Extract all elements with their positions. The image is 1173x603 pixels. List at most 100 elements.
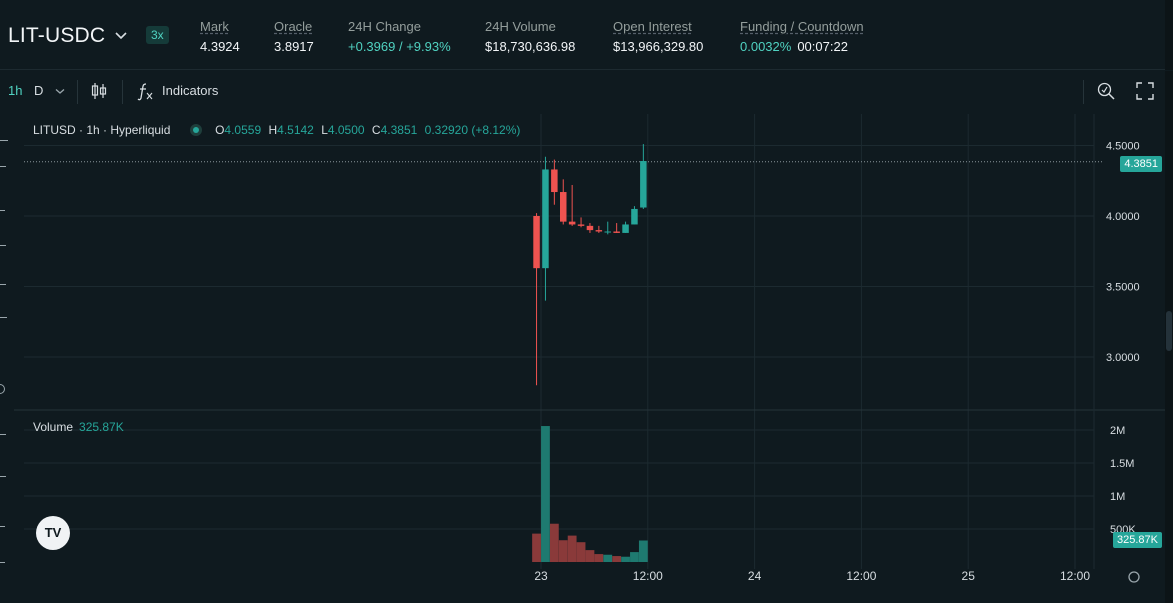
fullscreen-icon[interactable] bbox=[1135, 81, 1155, 101]
funding-rate: 0.0032% bbox=[740, 39, 792, 54]
trendline-tool-icon[interactable] bbox=[0, 166, 6, 167]
time-tick-label: 23 bbox=[534, 569, 548, 583]
candlestick-chart[interactable]: 4.5000 4.0000 3.5000 3.0000 23 12:00 24 12:00 25… bbox=[14, 114, 1165, 603]
close-label: C bbox=[371, 123, 381, 137]
funding-countdown: 00:07:22 bbox=[797, 39, 848, 54]
toolbar-divider bbox=[77, 80, 78, 104]
open-value: 4.0559 bbox=[224, 123, 262, 137]
volume-bar bbox=[558, 540, 568, 562]
stat-mark: Mark 4.3924 bbox=[200, 19, 240, 54]
symbol-label: LITUSD · 1h · Hyperliquid bbox=[33, 123, 171, 137]
volume-bar bbox=[638, 540, 648, 562]
stat-24h-change: 24H Change +0.3969 / +9.93% bbox=[348, 19, 451, 54]
pattern-tool-icon[interactable] bbox=[0, 245, 6, 246]
candle-down bbox=[551, 169, 558, 193]
candle-down bbox=[613, 231, 620, 233]
stat-open-interest: Open Interest $13,966,329.80 bbox=[613, 19, 703, 54]
candle-down bbox=[595, 230, 603, 232]
time-tick-label: 12:00 bbox=[633, 569, 663, 583]
market-status-icon bbox=[189, 124, 202, 136]
volume-tick-label: 1.5M bbox=[1110, 458, 1134, 470]
low-label: L bbox=[321, 123, 328, 137]
stat-value: 3.8917 bbox=[274, 39, 314, 54]
volume-tick-label: 2M bbox=[1110, 425, 1125, 437]
candle-down bbox=[577, 224, 585, 226]
trash-tool-icon[interactable] bbox=[0, 562, 5, 563]
candle-up bbox=[604, 231, 611, 233]
open-label: O bbox=[215, 123, 225, 137]
chevron-down-icon[interactable] bbox=[114, 28, 128, 42]
crosshair-tool-icon[interactable] bbox=[0, 140, 8, 141]
brush-tool-icon[interactable] bbox=[0, 317, 7, 318]
stat-value: $18,730,636.98 bbox=[485, 39, 576, 54]
volume-value: 325.87K bbox=[79, 420, 124, 434]
indicators-button[interactable]: Indicators bbox=[162, 83, 219, 98]
stat-value: 0.0032% 00:07:22 bbox=[740, 39, 864, 54]
fib-tool-icon[interactable] bbox=[0, 210, 5, 211]
volume-legend: Volume 325.87K bbox=[33, 420, 124, 434]
stat-label: 24H Change bbox=[348, 19, 421, 34]
toolbar-divider bbox=[1083, 80, 1084, 104]
candle-down bbox=[568, 221, 576, 225]
pair-selector[interactable]: LIT-USDC bbox=[8, 24, 106, 47]
stat-value: +0.3969 / +9.93% bbox=[348, 39, 451, 54]
lock-tool-icon[interactable] bbox=[0, 526, 5, 527]
tradingview-logo[interactable]: TV bbox=[36, 516, 70, 550]
candle-up bbox=[622, 224, 629, 233]
chart-pane[interactable]: 4.5000 4.0000 3.5000 3.0000 23 12:00 24 12:00 25… bbox=[14, 114, 1165, 603]
close-value: 4.3851 bbox=[380, 123, 418, 137]
toolbar-divider bbox=[122, 80, 123, 104]
volume-bar bbox=[612, 556, 622, 562]
candle-up bbox=[631, 208, 638, 225]
symbol-legend: LITUSD · 1h · Hyperliquid O4.0559 H4.514… bbox=[33, 123, 524, 137]
volume-bar bbox=[541, 426, 550, 562]
stat-label: Open Interest bbox=[613, 19, 692, 34]
time-tick-label: 12:00 bbox=[1060, 569, 1090, 583]
function-icon[interactable] bbox=[135, 81, 155, 101]
high-value: 4.5142 bbox=[277, 123, 314, 137]
volume-bar bbox=[549, 523, 559, 562]
candle-down bbox=[533, 216, 540, 269]
volume-bar bbox=[603, 554, 613, 562]
settings-gear-icon[interactable] bbox=[1128, 571, 1140, 583]
leverage-badge[interactable]: 3x bbox=[146, 26, 169, 44]
stat-funding: Funding / Countdown 0.0032% 00:07:22 bbox=[740, 19, 864, 54]
volume-bar bbox=[594, 554, 604, 562]
last-volume-tag: 325.87K bbox=[1113, 532, 1162, 548]
volume-bar bbox=[621, 556, 630, 562]
volume-bar bbox=[630, 552, 639, 562]
candle-up bbox=[640, 161, 647, 208]
price-tick-label: 4.5000 bbox=[1106, 141, 1140, 153]
chevron-down-icon[interactable] bbox=[52, 83, 68, 99]
drawing-toolbar bbox=[0, 114, 14, 603]
volume-bar bbox=[576, 542, 586, 562]
time-tick-label: 24 bbox=[748, 569, 762, 583]
volume-bar bbox=[532, 533, 541, 562]
candles-icon[interactable] bbox=[89, 81, 109, 101]
measure-tool-icon[interactable] bbox=[0, 434, 6, 435]
interval-d[interactable]: D bbox=[34, 83, 44, 98]
volume-tick-label: 1M bbox=[1110, 491, 1125, 503]
header-scrollbar[interactable] bbox=[1165, 0, 1173, 70]
zoom-icon[interactable] bbox=[1096, 81, 1116, 101]
price-tick-label: 3.5000 bbox=[1106, 282, 1140, 294]
interval-1h[interactable]: 1h bbox=[8, 83, 23, 98]
candle-down bbox=[586, 225, 594, 231]
stat-value: $13,966,329.80 bbox=[613, 39, 704, 54]
text-tool-icon[interactable] bbox=[0, 384, 5, 394]
right-scrollbar[interactable] bbox=[1165, 71, 1173, 603]
chart-toolbar: 1h D Indicators bbox=[0, 71, 1173, 113]
stat-label: Oracle bbox=[274, 19, 313, 34]
time-tick-label: 25 bbox=[962, 569, 976, 583]
stat-24h-volume: 24H Volume $18,730,636.98 bbox=[485, 19, 575, 54]
stat-label: Funding / Countdown bbox=[740, 19, 864, 34]
volume-label: Volume bbox=[33, 420, 74, 434]
zoom-tool-icon[interactable] bbox=[0, 476, 6, 477]
stat-label: 24H Volume bbox=[485, 19, 556, 34]
prediction-tool-icon[interactable] bbox=[0, 284, 6, 285]
stat-value: 4.3924 bbox=[200, 39, 240, 54]
change-value: 0.32920 (+8.12%) bbox=[424, 123, 521, 137]
scrollbar-thumb[interactable] bbox=[1166, 311, 1172, 351]
market-header: LIT-USDC 3x Mark 4.3924 Oracle 3.8917 24… bbox=[0, 0, 1173, 70]
candle-up bbox=[542, 169, 549, 269]
